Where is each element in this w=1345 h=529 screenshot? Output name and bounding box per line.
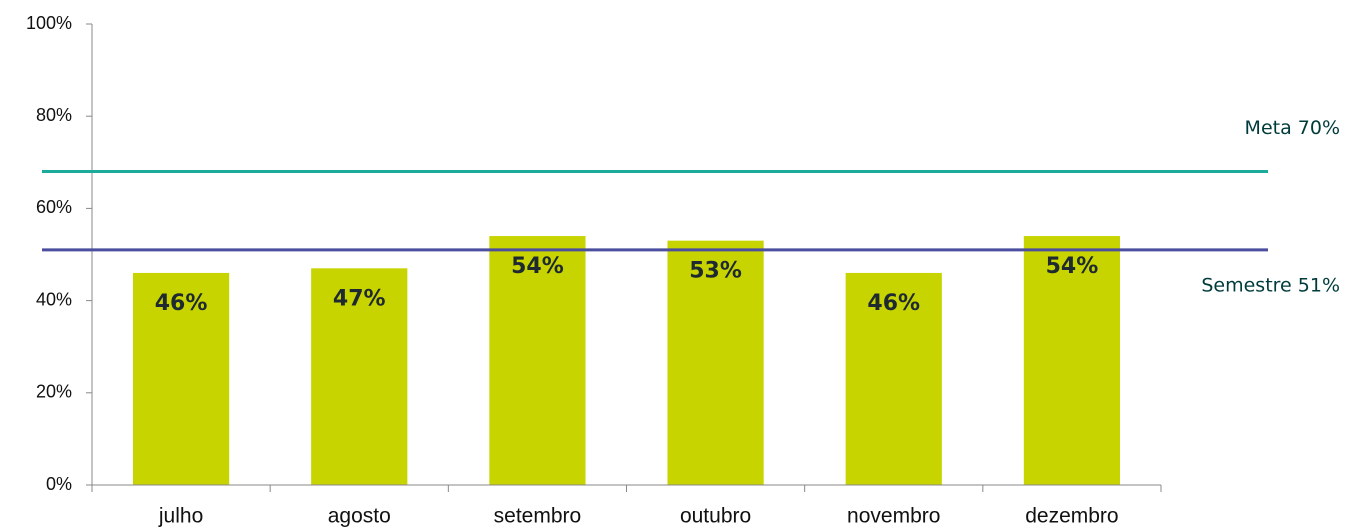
y-tick-label: 100% xyxy=(26,13,72,33)
value-label: 53% xyxy=(689,259,742,284)
bar xyxy=(311,268,408,485)
reference-label: Meta 70% xyxy=(1245,117,1340,139)
y-tick-label: 20% xyxy=(36,382,72,402)
y-tick-label: 40% xyxy=(36,289,72,309)
x-tick-label: setembro xyxy=(494,505,582,528)
x-tick-label: outubro xyxy=(680,505,751,528)
bar xyxy=(132,272,230,485)
bar xyxy=(489,236,586,485)
x-tick-label: dezembro xyxy=(1025,505,1118,528)
bar xyxy=(845,272,942,485)
value-label: 54% xyxy=(1046,254,1099,279)
value-label: 46% xyxy=(867,291,920,316)
x-tick-label: agosto xyxy=(328,505,391,528)
y-tick-label: 80% xyxy=(36,105,72,125)
value-label: 54% xyxy=(511,254,564,279)
y-tick-label: 0% xyxy=(46,474,72,494)
value-label: 46% xyxy=(155,291,208,316)
x-tick-label: novembro xyxy=(847,505,940,528)
bar xyxy=(667,240,764,485)
y-tick-label: 60% xyxy=(36,197,72,217)
x-tick-label: julho xyxy=(158,505,203,528)
bar xyxy=(1023,236,1121,485)
value-label: 47% xyxy=(333,286,386,311)
reference-label: Semestre 51% xyxy=(1201,274,1340,296)
